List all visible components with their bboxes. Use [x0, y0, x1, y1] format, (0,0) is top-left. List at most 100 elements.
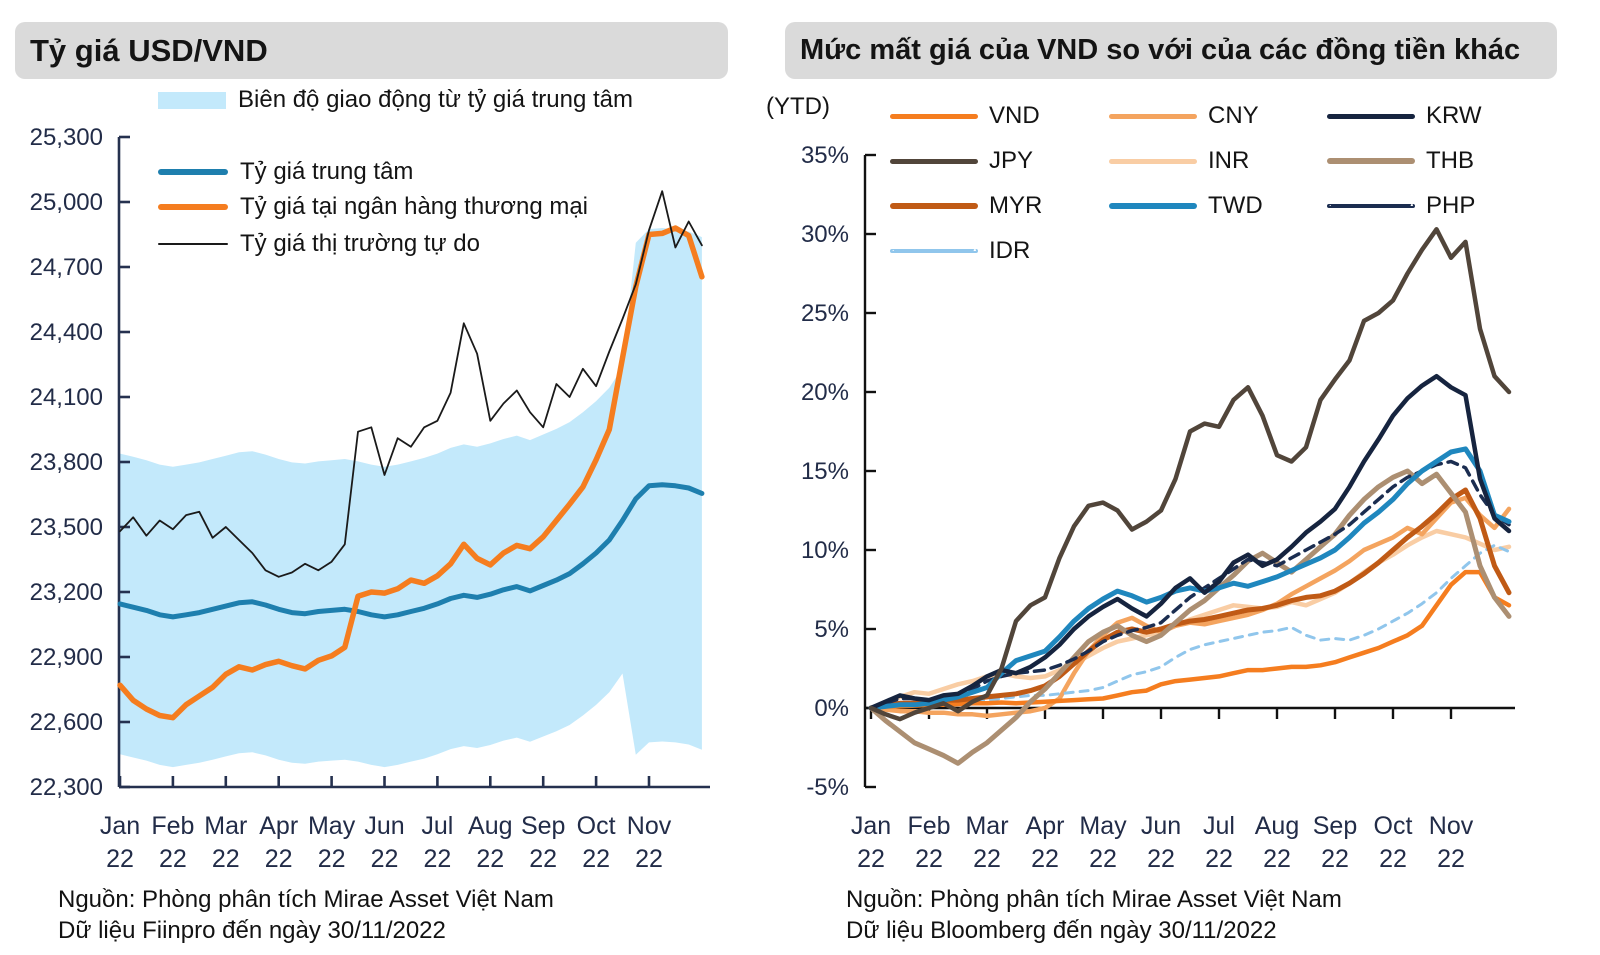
ytd-chart-canvas: 35% 30% 25% 20% 15% 10% 5% 0% -5%Jan 22 Feb 22 Mar 22… [801, 142, 1515, 873]
krw-line-swatch [1327, 113, 1415, 119]
legend-label-cny: CNY [1208, 102, 1259, 129]
legend-item-myr: MYR [890, 192, 1042, 220]
right-source-note: Nguồn: Phòng phân tích Mirae Asset Việt … [846, 884, 1342, 946]
svg-text:0%: 0% [814, 695, 849, 722]
svg-text:15%: 15% [801, 458, 849, 485]
svg-text:Mar: Mar [965, 812, 1008, 840]
legend-item-band: Biên độ giao động từ tỷ giá trung tâm [158, 86, 633, 114]
series-lines [868, 227, 1512, 766]
legend-item-central-rate: Tỷ giá trung tâm [158, 158, 413, 186]
legend-label-twd: TWD [1208, 192, 1263, 219]
svg-text:Nov: Nov [1429, 812, 1474, 840]
legend-item-vnd: VND [890, 102, 1040, 130]
svg-text:23,800: 23,800 [30, 449, 103, 476]
legend-label-krw: KRW [1426, 102, 1482, 129]
svg-text:Jun: Jun [364, 812, 404, 840]
svg-text:23,200: 23,200 [30, 579, 103, 606]
right-source-line1: Nguồn: Phòng phân tích Mirae Asset Việt … [846, 886, 1342, 913]
svg-text:Sep: Sep [1313, 812, 1357, 840]
svg-text:22: 22 [212, 845, 240, 873]
vnd-line-swatch [890, 113, 978, 119]
thb-line-swatch [1327, 158, 1415, 164]
svg-text:Oct: Oct [577, 812, 616, 840]
series-krw-line [868, 373, 1512, 711]
legend-label-vnd: VND [989, 102, 1040, 129]
series-twd-line [868, 446, 1512, 711]
left-source-line2: Dữ liệu Fiinpro đến ngày 30/11/2022 [58, 917, 446, 944]
bank-rate-line-swatch [158, 204, 228, 210]
svg-text:24,100: 24,100 [30, 384, 103, 411]
svg-text:Oct: Oct [1374, 812, 1413, 840]
ytd-unit-label: (YTD) [766, 93, 830, 120]
series-free-line [119, 190, 703, 578]
y-axis: 35% 30% 25% 20% 15% 10% 5% 0% -5% [801, 142, 876, 801]
svg-text:Feb: Feb [907, 812, 950, 840]
legend-item-twd: TWD [1109, 192, 1263, 220]
svg-text:22: 22 [582, 845, 610, 873]
svg-text:Mar: Mar [204, 812, 247, 840]
legend-label-band: Biên độ giao động từ tỷ giá trung tâm [238, 86, 633, 113]
ytd-chart-title: Mức mất giá của VND so với của các đồng … [785, 22, 1557, 79]
legend-label-jpy: JPY [989, 147, 1034, 174]
svg-text:Jul: Jul [1203, 812, 1235, 840]
svg-text:22: 22 [318, 845, 346, 873]
legend-label-bank-rate: Tỷ giá tại ngân hàng thương mại [240, 193, 589, 220]
legend-item-thb: THB [1327, 147, 1474, 175]
svg-text:22,300: 22,300 [30, 774, 103, 801]
svg-text:20%: 20% [801, 379, 849, 406]
x-axis: Jan 22 Feb 22 Mar 22 Apr 22 May 22 Jun 22 Jul 22 Aug 22… [851, 706, 1515, 873]
svg-text:10%: 10% [801, 537, 849, 564]
svg-text:Jul: Jul [421, 812, 453, 840]
svg-text:22: 22 [1263, 845, 1291, 873]
svg-text:22: 22 [1031, 845, 1059, 873]
idr-line-swatch [890, 249, 978, 253]
svg-text:35%: 35% [801, 142, 849, 169]
legend-label-idr: IDR [989, 237, 1031, 264]
svg-text:22: 22 [106, 845, 134, 873]
svg-text:22: 22 [371, 845, 399, 873]
svg-text:-5%: -5% [806, 774, 849, 801]
inr-line-swatch [1109, 158, 1197, 164]
legend-item-krw: KRW [1327, 102, 1482, 130]
series-central-line [117, 482, 705, 620]
svg-text:24,700: 24,700 [30, 254, 103, 281]
svg-text:5%: 5% [814, 616, 849, 643]
svg-text:Apr: Apr [259, 812, 298, 840]
x-axis: Jan 22 Feb 22 Mar 22 Apr 22 May 22 Jun 22 Jul 22 Aug 22… [100, 776, 710, 873]
usdvnd-chart-canvas: 25,300 25,000 24,700 24,400 24,100 23,800 23,5… [30, 124, 710, 873]
legend-label-central-rate: Tỷ giá trung tâm [240, 158, 414, 185]
svg-text:30%: 30% [801, 221, 849, 248]
svg-text:23,500: 23,500 [30, 514, 103, 541]
legend-label-php: PHP [1426, 192, 1476, 219]
svg-text:May: May [308, 812, 356, 840]
legend-item-php: PHP [1327, 192, 1475, 220]
svg-text:22,600: 22,600 [30, 709, 103, 736]
svg-text:May: May [1079, 812, 1127, 840]
series-php-line [869, 459, 1511, 710]
svg-text:22: 22 [1321, 845, 1349, 873]
legend-item-free-market-rate: Tỷ giá thị trường tự do [158, 230, 480, 258]
legend-label-thb: THB [1426, 147, 1474, 174]
y-axis: 25,300 25,000 24,700 24,400 24,100 23,800 23,5… [30, 124, 130, 801]
svg-text:25%: 25% [801, 300, 849, 327]
series-vnd-line [868, 569, 1512, 711]
legend-label-myr: MYR [989, 192, 1043, 219]
usdvnd-chart-panel: Tỷ giá USD/VND 25,300 25,000 24,700 24,400 2… [0, 0, 760, 955]
svg-text:22: 22 [635, 845, 663, 873]
series-thb-line [868, 468, 1512, 766]
svg-text:Jan: Jan [851, 812, 891, 840]
myr-line-swatch [890, 203, 978, 209]
svg-text:22: 22 [857, 845, 885, 873]
ytd-depreciation-chart-panel: Mức mất giá của VND so với của các đồng … [760, 0, 1600, 955]
jpy-line-swatch [890, 158, 978, 164]
twd-line-swatch [1109, 203, 1197, 209]
svg-text:Jan: Jan [100, 812, 140, 840]
svg-text:25,300: 25,300 [30, 124, 103, 151]
svg-text:Nov: Nov [627, 812, 672, 840]
legend-label-inr: INR [1208, 147, 1250, 174]
svg-text:Aug: Aug [1255, 812, 1299, 840]
svg-text:Aug: Aug [468, 812, 512, 840]
band-swatch [158, 91, 226, 109]
svg-text:24,400: 24,400 [30, 319, 103, 346]
svg-text:Feb: Feb [151, 812, 194, 840]
